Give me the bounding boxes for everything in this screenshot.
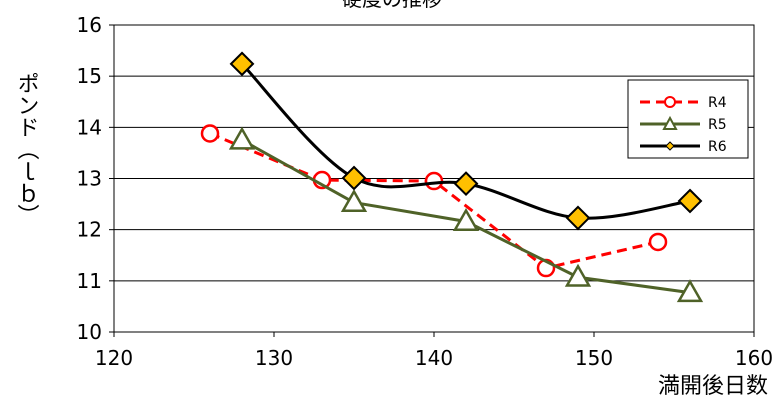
data-point-R6 bbox=[565, 205, 591, 231]
legend-label: R4 bbox=[708, 95, 727, 111]
series-group bbox=[200, 51, 704, 303]
x-tick-label: 120 bbox=[95, 346, 133, 370]
chart-title: 硬度の推移 bbox=[342, 0, 442, 11]
series-R4 bbox=[200, 124, 668, 278]
y-tick-label: 13 bbox=[77, 167, 102, 191]
y-tick-label: 16 bbox=[77, 13, 102, 37]
series-line-R4 bbox=[209, 132, 659, 270]
data-point-R4 bbox=[424, 171, 444, 191]
data-point-R6 bbox=[229, 51, 255, 77]
x-tick-label: 150 bbox=[575, 346, 613, 370]
x-tick-label: 160 bbox=[735, 346, 773, 370]
legend-marker bbox=[662, 115, 678, 130]
data-point-R4 bbox=[200, 124, 220, 143]
y-tick-label: 10 bbox=[77, 320, 102, 344]
y-tick-label: 11 bbox=[77, 269, 102, 293]
y-tick-labels: 10 11 12 13 14 15 16 bbox=[77, 13, 114, 344]
data-point-R6 bbox=[341, 165, 367, 191]
data-point-R5 bbox=[676, 279, 704, 303]
x-tick-labels: 120 130 140 150 160 bbox=[95, 332, 773, 370]
y-tick-label: 14 bbox=[77, 115, 102, 139]
data-point-R5 bbox=[340, 189, 368, 213]
y-tick-label: 15 bbox=[77, 64, 102, 88]
legend-label: R5 bbox=[708, 117, 727, 133]
y-tick-label: 12 bbox=[77, 218, 102, 242]
y-axis-label-text: ポンド（ｌｂ） bbox=[14, 72, 40, 226]
legend-marker bbox=[665, 141, 675, 151]
legend-marker bbox=[664, 96, 676, 108]
legend-item-R6: R6 bbox=[640, 139, 727, 155]
series-R6 bbox=[229, 51, 703, 231]
legend: R4 R5 R6 bbox=[627, 79, 749, 159]
data-point-R5 bbox=[564, 263, 592, 287]
legend-item-R4: R4 bbox=[640, 95, 727, 111]
legend-label: R6 bbox=[708, 139, 727, 155]
data-point-R6 bbox=[453, 171, 479, 197]
legend-item-R5: R5 bbox=[640, 115, 727, 133]
series-R5 bbox=[228, 126, 704, 303]
x-axis-label: 満開後日数 bbox=[658, 374, 768, 399]
x-tick-label: 130 bbox=[255, 346, 293, 370]
data-point-R5 bbox=[228, 126, 256, 150]
x-tick-label: 140 bbox=[415, 346, 453, 370]
data-point-R6 bbox=[677, 188, 703, 214]
data-point-R4 bbox=[648, 232, 668, 252]
data-point-R5 bbox=[452, 207, 480, 231]
y-axis-label: ポンド（ｌｂ） bbox=[14, 72, 40, 226]
